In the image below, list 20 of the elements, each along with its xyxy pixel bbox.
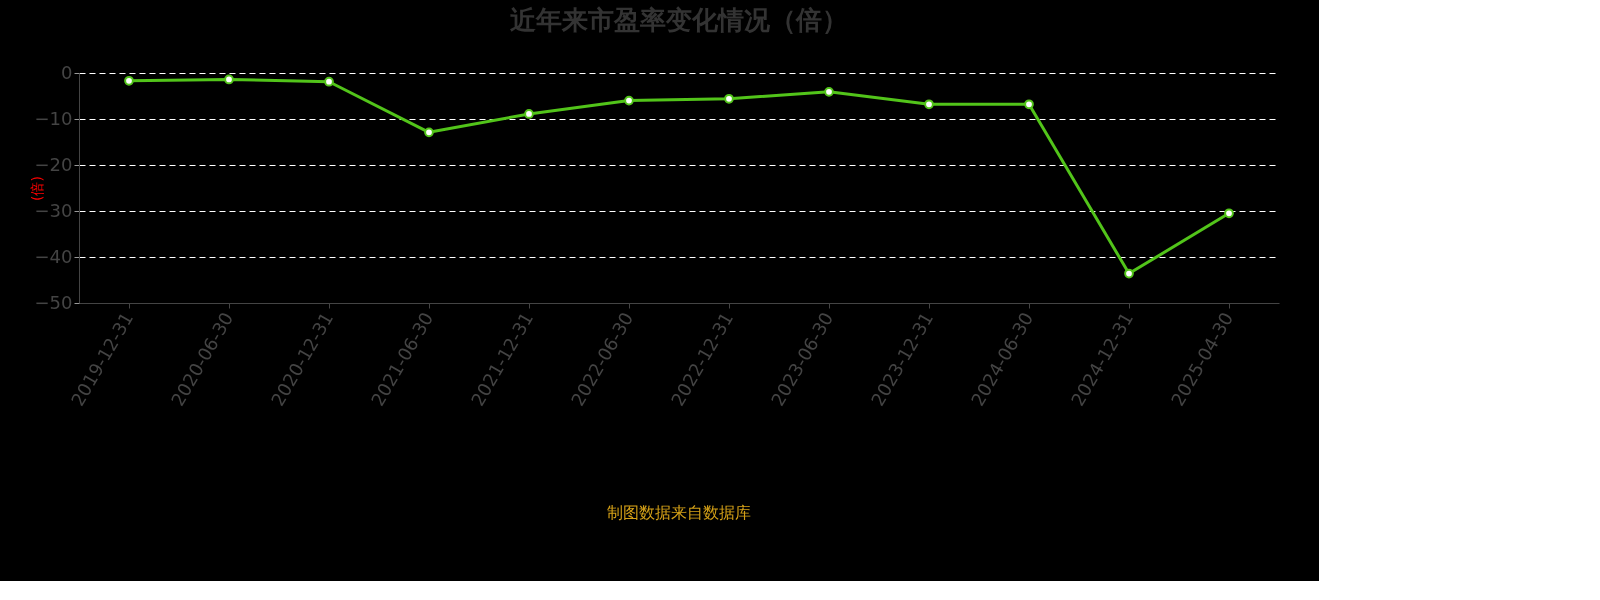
y-tick-label: −20 [34, 153, 73, 175]
point [1024, 99, 1034, 110]
y-tick-label: −40 [34, 245, 73, 267]
point [624, 95, 634, 106]
point [424, 127, 434, 138]
text: 制图数据来自数据库 [607, 503, 751, 522]
y-tick-label: −50 [34, 291, 73, 313]
point [124, 75, 134, 86]
point [824, 86, 834, 97]
point [724, 93, 734, 104]
y-tick-label: −10 [34, 107, 73, 129]
point [324, 76, 334, 87]
y-tick-label: −30 [34, 199, 73, 221]
point [1224, 208, 1234, 219]
point [924, 99, 934, 110]
y-axis-title: (倍) [28, 176, 45, 201]
point [524, 109, 534, 119]
point [1124, 268, 1134, 279]
point [224, 74, 234, 85]
y-tick-label: 0 [61, 61, 73, 83]
